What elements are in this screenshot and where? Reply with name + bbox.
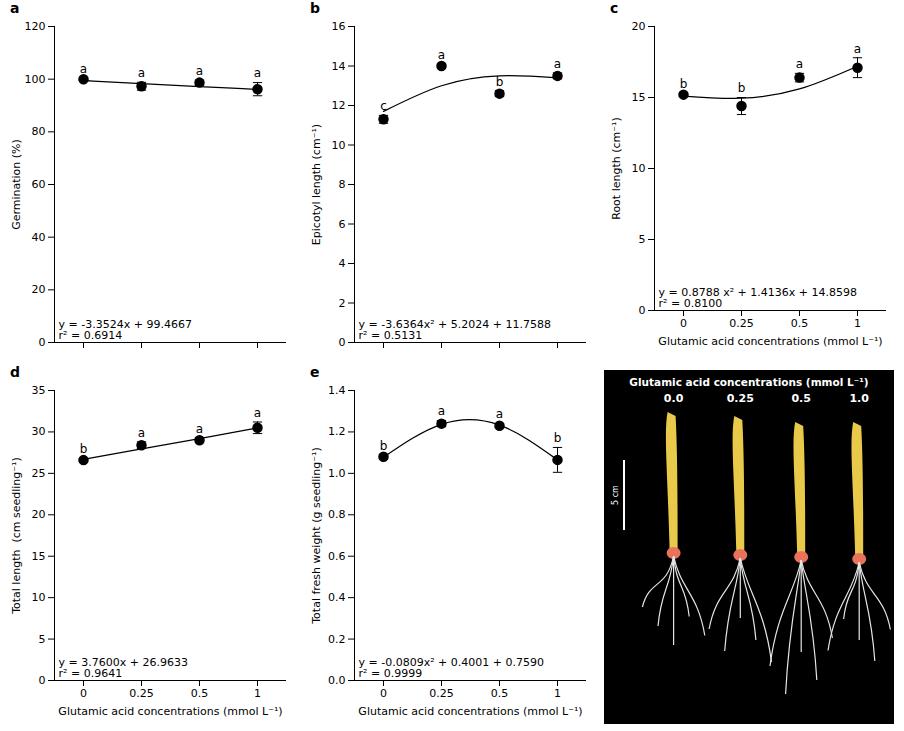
svg-text:y = -0.0809x² + 0.4001 + 0.759: y = -0.0809x² + 0.4001 + 0.7590r² = 0.99… xyxy=(359,656,545,680)
svg-text:5: 5 xyxy=(639,233,646,246)
svg-text:a: a xyxy=(196,64,203,78)
svg-text:Total length (cm seedling⁻¹): Total length (cm seedling⁻¹) xyxy=(10,457,23,615)
svg-text:35: 35 xyxy=(32,384,46,397)
svg-text:0.0: 0.0 xyxy=(328,674,346,687)
svg-text:120: 120 xyxy=(25,20,46,33)
html-text:c: c xyxy=(610,0,619,16)
svg-text:b: b xyxy=(738,81,746,95)
svg-text:Glutamic acid concentrations (: Glutamic acid concentrations (mmol L⁻¹) xyxy=(629,376,868,388)
svg-text:15: 15 xyxy=(32,550,46,563)
svg-text:100: 100 xyxy=(25,73,46,86)
svg-text:10: 10 xyxy=(32,591,46,604)
html-text:b: b xyxy=(310,0,320,16)
svg-text:Glutamic acid concentrations (: Glutamic acid concentrations (mmol L⁻¹) xyxy=(58,705,282,718)
html-text:d: d xyxy=(10,364,20,380)
svg-text:2: 2 xyxy=(339,297,346,310)
svg-text:0.6: 0.6 xyxy=(328,550,346,563)
svg-text:a: a xyxy=(254,66,261,80)
svg-text:a: a xyxy=(496,407,503,421)
svg-text:1: 1 xyxy=(854,317,861,330)
svg-text:Germination (%): Germination (%) xyxy=(10,139,23,230)
svg-text:20: 20 xyxy=(32,283,46,296)
svg-text:25: 25 xyxy=(32,467,46,480)
svg-text:0: 0 xyxy=(639,304,646,317)
svg-text:0: 0 xyxy=(80,687,87,700)
svg-text:1: 1 xyxy=(554,687,561,700)
svg-text:0: 0 xyxy=(39,674,46,687)
svg-text:40: 40 xyxy=(32,231,46,244)
svg-text:80: 80 xyxy=(32,125,46,138)
svg-text:60: 60 xyxy=(32,178,46,191)
svg-text:4: 4 xyxy=(339,257,346,270)
svg-text:y = -3.6364x² + 5.2024 + 11.75: y = -3.6364x² + 5.2024 + 11.7588r² = 0.5… xyxy=(359,318,552,342)
svg-text:Glutamic acid concentrations (: Glutamic acid concentrations (mmol L⁻¹) xyxy=(358,705,582,718)
svg-text:0.25: 0.25 xyxy=(729,317,754,330)
svg-text:0.5: 0.5 xyxy=(791,317,809,330)
svg-text:1.0: 1.0 xyxy=(328,467,346,480)
svg-text:1.4: 1.4 xyxy=(328,384,346,397)
svg-text:b: b xyxy=(680,77,688,91)
svg-text:a: a xyxy=(854,42,861,56)
svg-text:Total fresh weight (g seedling: Total fresh weight (g seedling⁻¹) xyxy=(310,447,323,624)
svg-text:0: 0 xyxy=(39,336,46,349)
svg-text:a: a xyxy=(254,406,261,420)
svg-text:0: 0 xyxy=(380,687,387,700)
svg-text:0.2: 0.2 xyxy=(328,633,346,646)
svg-text:0: 0 xyxy=(339,336,346,349)
svg-text:16: 16 xyxy=(332,20,346,33)
html-text:e: e xyxy=(310,364,320,380)
svg-text:b: b xyxy=(380,439,388,453)
svg-text:5 cm: 5 cm xyxy=(611,485,620,505)
html-text:a: a xyxy=(10,0,20,16)
svg-text:0.5: 0.5 xyxy=(791,392,811,405)
svg-text:1: 1 xyxy=(254,687,261,700)
svg-text:0: 0 xyxy=(680,317,687,330)
svg-text:0.4: 0.4 xyxy=(328,591,346,604)
svg-text:0.25: 0.25 xyxy=(727,392,754,405)
svg-text:a: a xyxy=(80,62,87,76)
svg-text:1.2: 1.2 xyxy=(328,425,346,438)
svg-text:Root length (cm⁻¹): Root length (cm⁻¹) xyxy=(610,117,623,220)
svg-text:1.0: 1.0 xyxy=(849,392,869,405)
svg-text:30: 30 xyxy=(32,425,46,438)
svg-text:b: b xyxy=(554,431,562,445)
svg-text:Epicotyl length (cm⁻¹): Epicotyl length (cm⁻¹) xyxy=(310,124,323,245)
svg-text:5: 5 xyxy=(39,633,46,646)
svg-text:y = 0.8788 x² + 1.4136x + 14.8: y = 0.8788 x² + 1.4136x + 14.8598r² = 0.… xyxy=(659,286,858,310)
svg-text:10: 10 xyxy=(332,139,346,152)
svg-text:0.25: 0.25 xyxy=(429,687,454,700)
svg-text:15: 15 xyxy=(632,91,646,104)
svg-text:y = -3.3524x + 99.4667r² = 0.6: y = -3.3524x + 99.4667r² = 0.6914 xyxy=(59,318,192,342)
svg-text:0.5: 0.5 xyxy=(191,687,209,700)
svg-text:b: b xyxy=(80,442,88,456)
svg-text:y = 3.7600x + 26.9633r² = 0.96: y = 3.7600x + 26.9633r² = 0.9641 xyxy=(59,656,188,680)
svg-text:0.8: 0.8 xyxy=(328,508,346,521)
svg-text:a: a xyxy=(138,426,145,440)
svg-text:0.5: 0.5 xyxy=(491,687,509,700)
svg-text:a: a xyxy=(138,66,145,80)
svg-text:10: 10 xyxy=(632,162,646,175)
svg-text:6: 6 xyxy=(339,218,346,231)
svg-text:20: 20 xyxy=(32,508,46,521)
svg-text:b: b xyxy=(496,75,504,89)
svg-text:a: a xyxy=(796,57,803,71)
svg-text:a: a xyxy=(438,404,445,418)
svg-text:a: a xyxy=(554,57,561,71)
svg-text:12: 12 xyxy=(332,99,346,112)
svg-text:0.25: 0.25 xyxy=(129,687,154,700)
svg-text:a: a xyxy=(438,48,445,62)
svg-text:0.0: 0.0 xyxy=(664,392,684,405)
svg-text:Glutamic acid concentrations (: Glutamic acid concentrations (mmol L⁻¹) xyxy=(658,335,882,348)
svg-text:14: 14 xyxy=(332,60,346,73)
svg-text:8: 8 xyxy=(339,178,346,191)
svg-text:20: 20 xyxy=(632,20,646,33)
svg-text:a: a xyxy=(196,422,203,436)
svg-text:c: c xyxy=(380,99,387,113)
